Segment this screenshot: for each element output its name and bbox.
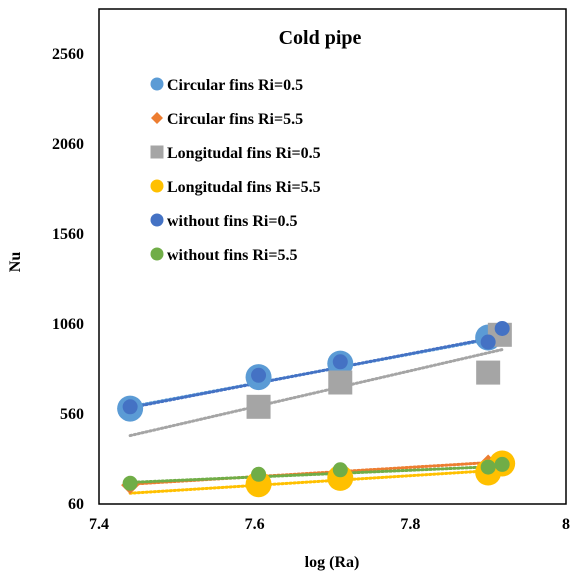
legend-marker bbox=[150, 179, 164, 193]
plot-area-frame bbox=[98, 8, 567, 505]
legend-label: without fins Ri=0.5 bbox=[167, 213, 297, 230]
legend-label: Longitudal fins Ri=5.5 bbox=[167, 179, 321, 196]
trendline-series-2 bbox=[128, 347, 506, 438]
data-point bbox=[246, 394, 271, 419]
legend-marker bbox=[150, 145, 164, 159]
data-point bbox=[480, 459, 496, 475]
series-5-points bbox=[122, 456, 510, 491]
legend-label: Circular fins Ri=5.5 bbox=[167, 111, 303, 128]
x-tick-label: 7.4 bbox=[89, 516, 109, 533]
trendline-layer bbox=[128, 334, 506, 495]
legend-marker bbox=[151, 112, 163, 124]
data-point bbox=[328, 370, 353, 395]
y-tick-labels: 60 560 1060 1560 2060 2560 bbox=[52, 46, 84, 513]
x-tick-label: 7.6 bbox=[245, 516, 265, 533]
y-tick-label: 560 bbox=[60, 406, 84, 423]
chart-title: Cold pipe bbox=[279, 27, 362, 49]
legend-entry: Longitudal fins Ri=0.5 bbox=[150, 145, 321, 162]
y-tick-label: 60 bbox=[68, 496, 84, 513]
data-point bbox=[480, 334, 496, 350]
trendline-series-4 bbox=[128, 334, 506, 410]
data-point bbox=[332, 354, 348, 370]
data-point bbox=[476, 360, 501, 385]
data-point bbox=[251, 466, 267, 482]
x-tick-labels: 7.4 7.6 7.8 8 bbox=[89, 516, 570, 533]
data-point bbox=[122, 399, 138, 415]
y-tick-label: 2060 bbox=[52, 136, 84, 153]
y-axis-label: Nu bbox=[7, 252, 24, 273]
data-point bbox=[332, 462, 348, 478]
legend: Circular fins Ri=0.5 Circular fins Ri=5.5… bbox=[150, 77, 321, 264]
legend-marker bbox=[150, 213, 164, 227]
data-point bbox=[494, 456, 510, 472]
legend-entry: Longitudal fins Ri=5.5 bbox=[150, 179, 321, 196]
trendline-series-3 bbox=[128, 468, 506, 495]
trendline-series-5 bbox=[128, 464, 506, 484]
x-tick-label: 8 bbox=[562, 516, 570, 533]
legend-entry: Circular fins Ri=5.5 bbox=[151, 111, 303, 128]
legend-label: Longitudal fins Ri=0.5 bbox=[167, 145, 321, 162]
data-point bbox=[122, 475, 138, 491]
data-point bbox=[494, 321, 510, 336]
y-tick-label: 1060 bbox=[52, 316, 84, 333]
data-point bbox=[251, 367, 267, 383]
legend-entry: without fins Ri=0.5 bbox=[150, 213, 297, 230]
x-axis-label: log (Ra) bbox=[305, 554, 360, 571]
series-4-points bbox=[122, 321, 510, 415]
legend-label: without fins Ri=5.5 bbox=[167, 247, 297, 264]
legend-marker bbox=[150, 77, 164, 91]
legend-entry: Circular fins Ri=0.5 bbox=[150, 77, 303, 94]
legend-marker bbox=[150, 247, 164, 261]
y-tick-label: 2560 bbox=[52, 46, 84, 63]
y-tick-label: 1560 bbox=[52, 226, 84, 243]
legend-label: Circular fins Ri=0.5 bbox=[167, 77, 303, 94]
x-tick-label: 7.8 bbox=[400, 516, 420, 533]
point-layer bbox=[117, 321, 516, 498]
legend-entry: without fins Ri=5.5 bbox=[150, 247, 297, 264]
